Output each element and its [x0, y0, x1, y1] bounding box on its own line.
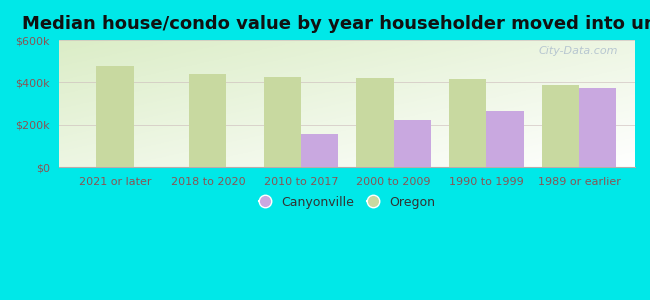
Bar — [486, 111, 524, 167]
Bar — [301, 134, 338, 167]
Legend: Canyonville, Oregon: Canyonville, Oregon — [254, 191, 440, 214]
Bar — [449, 79, 486, 167]
Bar — [96, 65, 134, 167]
Bar — [189, 74, 226, 167]
Title: Median house/condo value by year householder moved into unit: Median house/condo value by year househo… — [23, 15, 650, 33]
Bar — [542, 85, 579, 167]
Text: City-Data.com: City-Data.com — [538, 46, 617, 56]
Bar — [356, 78, 394, 167]
Bar — [394, 120, 431, 167]
Bar — [264, 77, 301, 167]
Bar — [579, 88, 616, 167]
